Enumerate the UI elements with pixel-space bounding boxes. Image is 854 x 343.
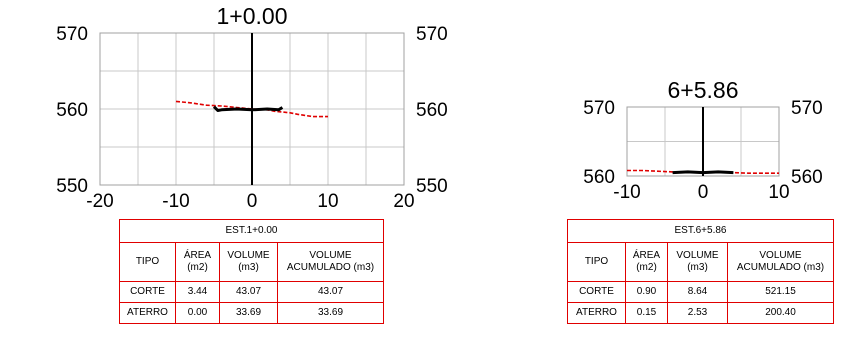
table-header: EST.1+0.00	[119, 219, 384, 243]
x-tick-label: 0	[698, 182, 709, 203]
x-tick-label: 0	[247, 191, 258, 212]
table-cell: 3.44	[175, 281, 220, 303]
table-cell: 521.15	[727, 281, 834, 303]
table-cell: ATERRO	[567, 302, 626, 324]
table-cell: 8.64	[667, 281, 728, 303]
table-cell: 2.53	[667, 302, 728, 324]
table-row: ATERRO 0.00 33.69 33.69	[119, 302, 384, 324]
volume-table-2: EST.6+5.86 TIPO ÁREA (m2) VOLUME (m3) VO…	[567, 219, 834, 324]
x-tick-label: 20	[393, 191, 414, 212]
x-tick-label: -10	[613, 182, 640, 203]
column-header-volume-acumulado: VOLUME ACUMULADO (m3)	[277, 242, 384, 282]
y-tick-label-left: 570	[56, 24, 88, 45]
table-row: ATERRO 0.15 2.53 200.40	[567, 302, 834, 324]
table-cell: 43.07	[277, 281, 384, 303]
y-tick-label-left: 550	[56, 176, 88, 197]
column-header-volume: VOLUME (m3)	[667, 242, 728, 282]
column-header-area: ÁREA (m2)	[625, 242, 668, 282]
y-tick-label-left: 560	[56, 100, 88, 121]
column-header-tipo: TIPO	[567, 242, 626, 282]
y-tick-label-right: 570	[416, 24, 448, 45]
table-row: CORTE 3.44 43.07 43.07	[119, 281, 384, 303]
column-header-volume-acumulado: VOLUME ACUMULADO (m3)	[727, 242, 834, 282]
column-header-volume: VOLUME (m3)	[219, 242, 278, 282]
x-tick-label: -20	[86, 191, 113, 212]
design-section-line	[212, 105, 284, 112]
table-cell: 0.15	[625, 302, 668, 324]
terrain-profile-line	[627, 169, 779, 174]
table-cell: CORTE	[567, 281, 626, 303]
table-header: EST.6+5.86	[567, 219, 834, 243]
column-header-tipo: TIPO	[119, 242, 176, 282]
y-tick-label-left: 560	[583, 167, 615, 188]
table-cell: 0.00	[175, 302, 220, 324]
x-tick-label: -10	[162, 191, 189, 212]
column-header-area: ÁREA (m2)	[175, 242, 220, 282]
design-section-line	[672, 170, 734, 175]
x-tick-label: 10	[768, 182, 789, 203]
x-tick-label: 10	[317, 191, 338, 212]
table-cell: 33.69	[277, 302, 384, 324]
volume-table-1: EST.1+0.00 TIPO ÁREA (m2) VOLUME (m3) VO…	[119, 219, 384, 324]
table-cell: 0.90	[625, 281, 668, 303]
table-cell: 200.40	[727, 302, 834, 324]
y-tick-label-right: 570	[791, 98, 823, 119]
y-tick-label-right: 560	[416, 100, 448, 121]
table-cell: 43.07	[219, 281, 278, 303]
y-tick-label-right: 550	[416, 176, 448, 197]
y-tick-label-left: 570	[583, 98, 615, 119]
chart-title: 1+0.00	[217, 3, 288, 29]
chart-2: 6+5.86 -10 0 10 570 560 570 560	[583, 77, 822, 203]
table-cell: ATERRO	[119, 302, 176, 324]
table-cell: CORTE	[119, 281, 176, 303]
table-row: CORTE 0.90 8.64 521.15	[567, 281, 834, 303]
chart-title: 6+5.86	[668, 77, 739, 103]
chart-1: 1+0.00 -20 -10 0 10 20 570 560 550 570 560 550	[56, 3, 447, 212]
table-cell: 33.69	[219, 302, 278, 324]
y-tick-label-right: 560	[791, 167, 823, 188]
